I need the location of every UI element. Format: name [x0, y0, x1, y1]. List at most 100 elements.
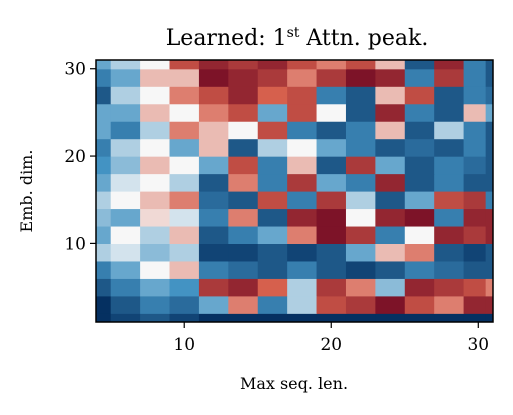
heatmap-cell [140, 208, 170, 226]
heatmap-cell [375, 226, 405, 244]
heatmap-cell [287, 156, 317, 174]
heatmap-cell [346, 261, 376, 279]
heatmap-cell [375, 60, 405, 69]
heatmap-cell [405, 69, 435, 87]
heatmap-cell [111, 313, 141, 322]
heatmap-cell [346, 191, 376, 209]
heatmap-cell [96, 191, 111, 209]
heatmap-cell [170, 278, 200, 296]
heatmap-cell [111, 191, 141, 209]
chart-title: Learned: 1st Attn. peak. [166, 25, 429, 51]
heatmap-cell [287, 191, 317, 209]
y-tick-label: 20 [64, 147, 86, 167]
heatmap-cell [346, 296, 376, 314]
heatmap-cell [228, 296, 258, 314]
heatmap-cell [317, 208, 347, 226]
heatmap-cell [405, 313, 435, 322]
heatmap-cell [287, 278, 317, 296]
heatmap-cell [258, 69, 288, 87]
heatmap-cell [317, 156, 347, 174]
heatmap-cell [346, 313, 376, 322]
heatmap-cell [111, 174, 141, 192]
heatmap-cell [434, 69, 464, 87]
heatmap-cell [199, 208, 229, 226]
heatmap-cell [287, 243, 317, 261]
heatmap-cell [317, 278, 347, 296]
heatmap-cell [199, 243, 229, 261]
heatmap-cell [96, 121, 111, 139]
heatmap-cell [170, 191, 200, 209]
heatmap-cell [96, 226, 111, 244]
heatmap-cell [287, 261, 317, 279]
heatmap-cell [434, 60, 464, 69]
heatmap-cell [317, 226, 347, 244]
heatmap-cell [464, 174, 487, 192]
heatmap-cell [464, 243, 487, 261]
heatmap-cell [405, 60, 435, 69]
heatmap-cell [199, 121, 229, 139]
heatmap-cell [405, 226, 435, 244]
heatmap-cell [258, 60, 288, 69]
heatmap-cell [346, 278, 376, 296]
heatmap-cell [258, 243, 288, 261]
heatmap-cell [170, 86, 200, 104]
heatmap-cell [199, 104, 229, 122]
heatmap-cell [346, 139, 376, 157]
heatmap-cell [228, 313, 258, 322]
heatmap-cell [140, 261, 170, 279]
heatmap-cell [464, 104, 487, 122]
heatmap-cell [434, 191, 464, 209]
heatmap-cell [287, 86, 317, 104]
heatmap-cell [434, 278, 464, 296]
heatmap-cell [111, 208, 141, 226]
heatmap-cell [258, 104, 288, 122]
heatmap-cell [346, 156, 376, 174]
heatmap-cell [375, 86, 405, 104]
heatmap-cell [96, 243, 111, 261]
heatmap-cell [228, 261, 258, 279]
heatmap-cell [464, 139, 487, 157]
heatmap-cell [464, 313, 487, 322]
heatmap-cell [111, 243, 141, 261]
heatmap-cell [405, 191, 435, 209]
heatmap-cell [96, 313, 111, 322]
heatmap-cell [375, 261, 405, 279]
heatmap-cell [287, 104, 317, 122]
heatmap-cell [140, 278, 170, 296]
heatmap-cell [317, 69, 347, 87]
heatmap-cell [405, 121, 435, 139]
heatmap-cell [287, 60, 317, 69]
heatmap-cell [96, 139, 111, 157]
heatmap-cell [228, 104, 258, 122]
heatmap-cell [258, 208, 288, 226]
heatmap-cell [434, 208, 464, 226]
heatmap-cell [258, 191, 288, 209]
heatmap-cell [317, 191, 347, 209]
heatmap-cell [287, 226, 317, 244]
heatmap-cell [170, 121, 200, 139]
heatmap-cell [464, 60, 487, 69]
heatmap-cell [405, 174, 435, 192]
y-tick-label: 10 [64, 234, 86, 254]
heatmap-cell [405, 261, 435, 279]
heatmap-cell [317, 60, 347, 69]
heatmap-cell [317, 139, 347, 157]
heatmap-cell [111, 60, 141, 69]
heatmap-cell [199, 69, 229, 87]
heatmap-cell [111, 278, 141, 296]
heatmap-cell [111, 139, 141, 157]
heatmap-cell [405, 243, 435, 261]
heatmap-cell [96, 156, 111, 174]
heatmap-cell [140, 121, 170, 139]
heatmap-cell [140, 104, 170, 122]
heatmap-cell [140, 156, 170, 174]
heatmap-cell [464, 226, 487, 244]
heatmap-cell [96, 174, 111, 192]
heatmap-cell [346, 104, 376, 122]
heatmap-cell [258, 156, 288, 174]
heatmap-cell [228, 121, 258, 139]
heatmap-cell [96, 278, 111, 296]
heatmap-cell [287, 174, 317, 192]
heatmap-cell [346, 69, 376, 87]
heatmap-cell [375, 278, 405, 296]
